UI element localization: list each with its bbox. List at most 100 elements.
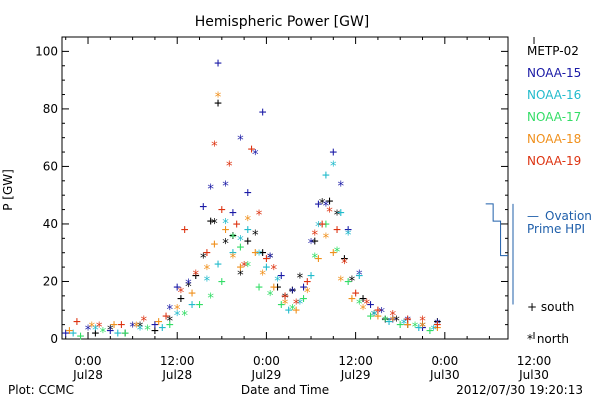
data-point: * bbox=[181, 309, 189, 324]
data-point: + bbox=[62, 326, 70, 341]
data-point: + bbox=[218, 274, 226, 289]
data-point: + bbox=[233, 217, 241, 232]
axes bbox=[61, 36, 509, 340]
data-point: * bbox=[296, 297, 304, 312]
data-point: + bbox=[344, 274, 352, 289]
data-point: * bbox=[240, 260, 248, 275]
data-point: * bbox=[166, 303, 174, 318]
data-point: + bbox=[318, 217, 326, 232]
data-point: + bbox=[389, 312, 397, 327]
data-point: + bbox=[229, 205, 237, 220]
data-point: + bbox=[188, 297, 196, 312]
data-point: + bbox=[162, 309, 170, 324]
data-point: * bbox=[192, 269, 200, 284]
data-point: + bbox=[303, 274, 311, 289]
y-tick-label: 60 bbox=[43, 159, 58, 173]
data-point: * bbox=[322, 200, 330, 215]
data-point: + bbox=[352, 286, 360, 301]
y-tick-label: 80 bbox=[43, 102, 58, 116]
legend-entry: NOAA-19 bbox=[527, 154, 581, 168]
data-point: * bbox=[203, 263, 211, 278]
x-tick-time: 12:00 bbox=[160, 354, 195, 368]
data-point: + bbox=[274, 280, 282, 295]
data-point: * bbox=[400, 318, 408, 333]
data-point: * bbox=[393, 315, 401, 330]
data-point: * bbox=[255, 208, 263, 223]
data-point: + bbox=[311, 234, 319, 249]
data-point: + bbox=[214, 257, 222, 272]
data-point: * bbox=[329, 159, 337, 174]
data-point: + bbox=[255, 280, 263, 295]
data-point: * bbox=[433, 318, 441, 333]
data-point: * bbox=[355, 297, 363, 312]
data-point: + bbox=[433, 315, 441, 330]
data-point: + bbox=[277, 269, 285, 284]
data-point: * bbox=[344, 228, 352, 243]
data-point: + bbox=[315, 251, 323, 266]
data-point: * bbox=[296, 272, 304, 287]
data-point: + bbox=[367, 309, 375, 324]
data-point: * bbox=[281, 292, 289, 307]
data-point: * bbox=[270, 263, 278, 278]
data-point: + bbox=[277, 297, 285, 312]
data-point: + bbox=[199, 200, 207, 215]
data-point: * bbox=[229, 251, 237, 266]
data-point: * bbox=[210, 217, 218, 232]
data-point: + bbox=[203, 246, 211, 261]
data-point: + bbox=[433, 320, 441, 335]
data-point: + bbox=[359, 292, 367, 307]
data-point: + bbox=[222, 223, 230, 238]
data-point: * bbox=[244, 260, 252, 275]
x-tick-time: 12:00 bbox=[338, 354, 373, 368]
data-point: * bbox=[289, 286, 297, 301]
x-tick-date: Jul29 bbox=[251, 368, 282, 382]
data-point: + bbox=[259, 105, 267, 120]
data-point: + bbox=[426, 323, 434, 338]
data-point: * bbox=[222, 180, 230, 195]
data-point: + bbox=[110, 318, 118, 333]
data-point: + bbox=[285, 303, 293, 318]
x-tick-date: Jul30 bbox=[518, 368, 549, 382]
data-point: + bbox=[404, 318, 412, 333]
data-point: + bbox=[207, 214, 215, 229]
data-point: + bbox=[333, 223, 341, 238]
plot-frame bbox=[61, 36, 509, 340]
data-point: + bbox=[326, 194, 334, 209]
data-point: * bbox=[236, 269, 244, 284]
data-point: + bbox=[415, 320, 423, 335]
x-tick-date: Jul28 bbox=[161, 368, 192, 382]
data-point: * bbox=[95, 320, 103, 335]
y-tick-label: 100 bbox=[35, 44, 58, 58]
ovation-step-line bbox=[485, 203, 508, 257]
data-point: + bbox=[374, 303, 382, 318]
data-point: * bbox=[184, 280, 192, 295]
data-point: + bbox=[248, 142, 256, 157]
data-point: + bbox=[151, 318, 159, 333]
data-point: * bbox=[266, 251, 274, 266]
data-point: + bbox=[244, 223, 252, 238]
data-point: + bbox=[236, 260, 244, 275]
data-point: * bbox=[266, 289, 274, 304]
data-point: * bbox=[144, 323, 152, 338]
footer-left: Plot: CCMC bbox=[8, 383, 74, 397]
data-point: + bbox=[315, 197, 323, 212]
data-point: * bbox=[389, 315, 397, 330]
data-point: * bbox=[92, 323, 100, 338]
data-point: * bbox=[337, 274, 345, 289]
data-point: + bbox=[158, 320, 166, 335]
data-point: + bbox=[300, 292, 308, 307]
data-point: * bbox=[322, 231, 330, 246]
data-point: * bbox=[419, 320, 427, 335]
data-point: * bbox=[292, 297, 300, 312]
ovation-line bbox=[485, 203, 514, 305]
data-point: * bbox=[173, 309, 181, 324]
data-point: * bbox=[229, 231, 237, 246]
x-tick-time: 0:00 bbox=[75, 354, 102, 368]
data-point: * bbox=[411, 320, 419, 335]
data-point: * bbox=[303, 286, 311, 301]
data-point: + bbox=[173, 280, 181, 295]
data-point: + bbox=[281, 289, 289, 304]
x-tick-date: Jul28 bbox=[72, 368, 103, 382]
data-point: + bbox=[300, 280, 308, 295]
data-point: * bbox=[203, 274, 211, 289]
